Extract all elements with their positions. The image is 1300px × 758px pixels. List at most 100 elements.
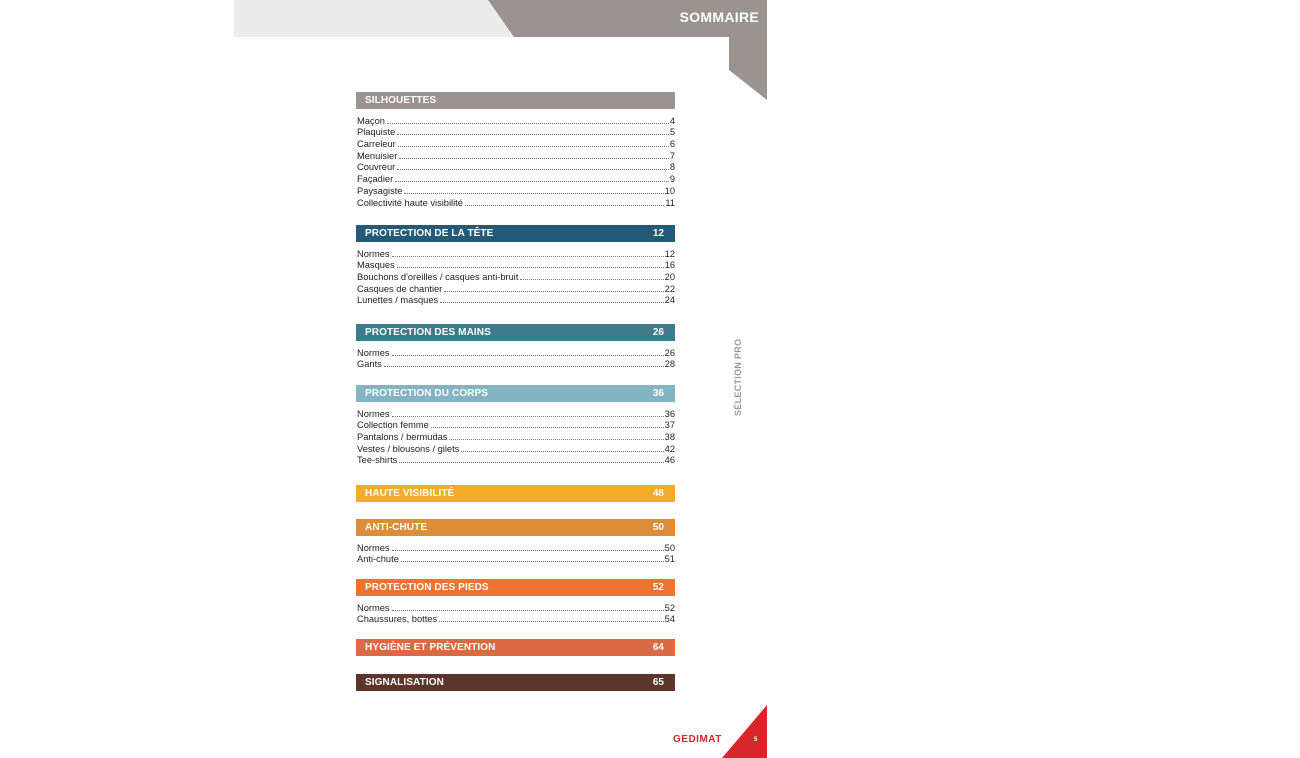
section-entries: Normes 50 Anti-chute 51 — [356, 542, 675, 565]
toc-entry[interactable]: Carreleur 6 — [357, 138, 675, 150]
entry-label: Façadier — [357, 174, 394, 185]
toc-entry[interactable]: Normes 36 — [357, 408, 675, 420]
toc-entry[interactable]: Casques de chantier 22 — [357, 283, 675, 295]
entry-label: Normes — [357, 248, 390, 259]
entry-page: 22 — [664, 283, 675, 294]
toc-entry[interactable]: Tee-shirts 46 — [357, 455, 675, 467]
toc-entry[interactable]: Menuisier 7 — [357, 150, 675, 162]
entry-label: Menuisier — [357, 150, 398, 161]
dot-leader — [430, 427, 664, 429]
dot-leader — [440, 302, 664, 304]
toc-entry[interactable]: Paysagiste 10 — [357, 185, 675, 197]
entry-label: Chaussures, bottes — [357, 614, 438, 625]
section-bar[interactable]: PROTECTION DU CORPS 36 — [356, 385, 675, 402]
section-page: 12 — [652, 228, 664, 239]
toc-section: PROTECTION DE LA TÊTE 12 Normes 12 Masque… — [356, 225, 675, 306]
dot-leader — [397, 134, 669, 136]
toc-entry[interactable]: Maçon 4 — [357, 115, 675, 127]
entry-label: Plaquiste — [357, 127, 396, 138]
toc-section: SIGNALISATION 65 — [356, 674, 675, 691]
toc-section: HAUTE VISIBILITÉ 48 — [356, 485, 675, 502]
dot-leader — [404, 192, 664, 194]
dot-leader — [444, 290, 664, 292]
toc-entry[interactable]: Normes 50 — [357, 542, 675, 554]
toc-section: PROTECTION DU CORPS 36 Normes 36 Collecti… — [356, 385, 675, 466]
entry-page: 51 — [664, 554, 675, 565]
dot-leader — [397, 169, 669, 171]
toc-entry[interactable]: Bouchons d'oreilles / casques anti-bruit… — [357, 271, 675, 283]
entry-label: Casques de chantier — [357, 283, 443, 294]
dot-leader — [449, 439, 664, 441]
toc-entry[interactable]: Anti-chute 51 — [357, 554, 675, 566]
page-title: SOMMAIRE — [679, 9, 759, 25]
dot-leader — [386, 122, 669, 124]
entry-label: Couvreur — [357, 162, 396, 173]
entry-page: 24 — [664, 295, 675, 306]
entry-page: 52 — [664, 602, 675, 613]
section-title: ANTI-CHUTE — [365, 522, 428, 533]
toc-entry[interactable]: Collection femme 37 — [357, 420, 675, 432]
toc-entry[interactable]: Lunettes / masques 24 — [357, 295, 675, 307]
section-title: PROTECTION DU CORPS — [365, 388, 489, 399]
entry-page: 38 — [664, 432, 675, 443]
entry-label: Normes — [357, 542, 390, 553]
toc-entry[interactable]: Couvreur 8 — [357, 162, 675, 174]
section-title: SILHOUETTES — [365, 95, 437, 106]
toc-section: SILHOUETTES Maçon 4 Plaquiste 5 Carreleur 6… — [356, 92, 675, 209]
section-bar[interactable]: HAUTE VISIBILITÉ 48 — [356, 485, 675, 502]
section-bar[interactable]: PROTECTION DES PIEDS 52 — [356, 579, 675, 596]
entry-page: 4 — [669, 115, 675, 126]
section-page: 65 — [652, 677, 664, 688]
entry-page: 5 — [669, 127, 675, 138]
section-bar[interactable]: PROTECTION DE LA TÊTE 12 — [356, 225, 675, 242]
toc-entry[interactable]: Gants 28 — [357, 359, 675, 371]
toc-section: PROTECTION DES PIEDS 52 Normes 52 Chaussu… — [356, 579, 675, 625]
entry-page: 46 — [664, 455, 675, 466]
dot-leader — [396, 267, 664, 269]
dot-leader — [439, 621, 664, 623]
section-entries: Normes 36 Collection femme 37 Pantalons / … — [356, 408, 675, 466]
toc-entry[interactable]: Pantalons / bermudas 38 — [357, 431, 675, 443]
toc-section: PROTECTION DES MAINS 26 Normes 26 Gants 28 — [356, 324, 675, 370]
toc-entry[interactable]: Collectivité haute visibilité 11 — [357, 197, 675, 209]
toc-entry[interactable]: Chaussures, bottes 54 — [357, 614, 675, 626]
entry-page: 28 — [664, 359, 675, 370]
entry-label: Anti-chute — [357, 554, 399, 565]
section-title: PROTECTION DES MAINS — [365, 327, 491, 338]
dot-leader — [399, 157, 669, 159]
section-page: 64 — [652, 642, 664, 653]
section-title: SIGNALISATION — [365, 677, 444, 688]
entry-page: 50 — [664, 542, 675, 553]
section-bar[interactable]: HYGIÈNE ET PRÉVENTION 64 — [356, 639, 675, 656]
dot-leader — [391, 549, 664, 551]
toc-entry[interactable]: Vestes / blousons / gilets 42 — [357, 443, 675, 455]
dot-leader — [391, 609, 664, 611]
page-number: 5 — [754, 737, 758, 743]
section-bar[interactable]: SILHOUETTES — [356, 92, 675, 109]
section-page: 50 — [652, 522, 664, 533]
entry-label: Lunettes / masques — [357, 295, 439, 306]
entry-page: 42 — [664, 443, 675, 454]
entry-label: Pantalons / bermudas — [357, 432, 448, 443]
section-bar[interactable]: SIGNALISATION 65 — [356, 674, 675, 691]
toc-entry[interactable]: Normes 26 — [357, 347, 675, 359]
toc-entry[interactable]: Plaquiste 5 — [357, 127, 675, 139]
section-bar[interactable]: PROTECTION DES MAINS 26 — [356, 324, 675, 341]
toc-entry[interactable]: Masques 16 — [357, 260, 675, 272]
toc-entry[interactable]: Normes 12 — [357, 248, 675, 260]
section-page: 26 — [652, 327, 664, 338]
section-bar[interactable]: ANTI-CHUTE 50 — [356, 519, 675, 536]
page-corner-triangle — [722, 705, 767, 758]
toc-section: ANTI-CHUTE 50 Normes 50 Anti-chute 51 — [356, 519, 675, 565]
toc-entry[interactable]: Normes 52 — [357, 602, 675, 614]
dot-leader — [464, 204, 665, 206]
section-entries: Normes 52 Chaussures, bottes 54 — [356, 602, 675, 625]
dot-leader — [391, 354, 664, 356]
entry-page: 6 — [669, 139, 675, 150]
gedimat-logo: GEDIMAT — [673, 734, 722, 745]
dot-leader — [391, 255, 664, 257]
section-page: 52 — [652, 582, 664, 593]
toc-entry[interactable]: Façadier 9 — [357, 173, 675, 185]
section-entries: Normes 12 Masques 16 Bouchons d'oreilles /… — [356, 248, 675, 306]
section-page: 36 — [652, 388, 664, 399]
